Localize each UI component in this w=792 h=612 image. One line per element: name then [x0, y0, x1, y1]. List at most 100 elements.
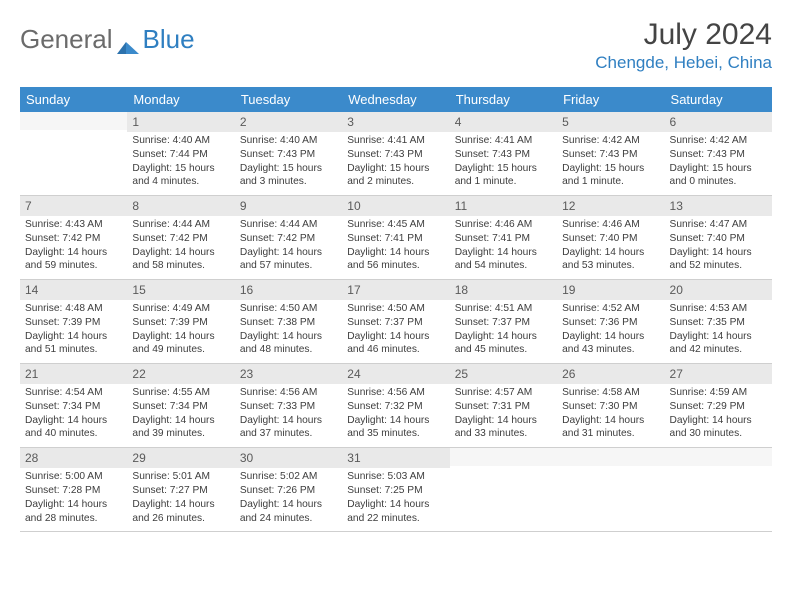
day-body: Sunrise: 5:03 AMSunset: 7:25 PMDaylight:… — [342, 468, 449, 531]
day-body: Sunrise: 4:50 AMSunset: 7:37 PMDaylight:… — [342, 300, 449, 363]
sunset-text: Sunset: 7:28 PM — [25, 484, 122, 498]
sunset-text: Sunset: 7:43 PM — [670, 148, 767, 162]
calendar-cell: 22Sunrise: 4:55 AMSunset: 7:34 PMDayligh… — [127, 364, 234, 448]
sunrise-text: Sunrise: 4:47 AM — [670, 218, 767, 232]
sunset-text: Sunset: 7:40 PM — [562, 232, 659, 246]
daylight-text: Daylight: 14 hours and 56 minutes. — [347, 246, 444, 274]
daylight-text: Daylight: 14 hours and 24 minutes. — [240, 498, 337, 526]
day-body: Sunrise: 4:42 AMSunset: 7:43 PMDaylight:… — [557, 132, 664, 195]
calendar-cell: 5Sunrise: 4:42 AMSunset: 7:43 PMDaylight… — [557, 112, 664, 196]
day-header-row: Sunday Monday Tuesday Wednesday Thursday… — [20, 87, 772, 112]
day-number: 15 — [127, 280, 234, 300]
day-body: Sunrise: 4:56 AMSunset: 7:32 PMDaylight:… — [342, 384, 449, 447]
calendar-cell: 13Sunrise: 4:47 AMSunset: 7:40 PMDayligh… — [665, 196, 772, 280]
calendar-cell: 18Sunrise: 4:51 AMSunset: 7:37 PMDayligh… — [450, 280, 557, 364]
day-body: Sunrise: 4:50 AMSunset: 7:38 PMDaylight:… — [235, 300, 342, 363]
calendar-cell: 3Sunrise: 4:41 AMSunset: 7:43 PMDaylight… — [342, 112, 449, 196]
calendar-cell: 1Sunrise: 4:40 AMSunset: 7:44 PMDaylight… — [127, 112, 234, 196]
daylight-text: Daylight: 14 hours and 39 minutes. — [132, 414, 229, 442]
calendar-cell: 27Sunrise: 4:59 AMSunset: 7:29 PMDayligh… — [665, 364, 772, 448]
day-body: Sunrise: 4:46 AMSunset: 7:40 PMDaylight:… — [557, 216, 664, 279]
day-header: Wednesday — [342, 87, 449, 112]
sunset-text: Sunset: 7:40 PM — [670, 232, 767, 246]
day-header: Thursday — [450, 87, 557, 112]
daylight-text: Daylight: 14 hours and 53 minutes. — [562, 246, 659, 274]
daylight-text: Daylight: 14 hours and 52 minutes. — [670, 246, 767, 274]
sunset-text: Sunset: 7:30 PM — [562, 400, 659, 414]
day-body: Sunrise: 4:57 AMSunset: 7:31 PMDaylight:… — [450, 384, 557, 447]
day-body: Sunrise: 4:48 AMSunset: 7:39 PMDaylight:… — [20, 300, 127, 363]
calendar-cell: 26Sunrise: 4:58 AMSunset: 7:30 PMDayligh… — [557, 364, 664, 448]
day-number: 12 — [557, 196, 664, 216]
daylight-text: Daylight: 14 hours and 28 minutes. — [25, 498, 122, 526]
calendar-cell: 29Sunrise: 5:01 AMSunset: 7:27 PMDayligh… — [127, 448, 234, 532]
day-header: Friday — [557, 87, 664, 112]
calendar-cell: 30Sunrise: 5:02 AMSunset: 7:26 PMDayligh… — [235, 448, 342, 532]
day-number: 25 — [450, 364, 557, 384]
sunrise-text: Sunrise: 4:55 AM — [132, 386, 229, 400]
daylight-text: Daylight: 14 hours and 43 minutes. — [562, 330, 659, 358]
sunset-text: Sunset: 7:41 PM — [347, 232, 444, 246]
day-number: 13 — [665, 196, 772, 216]
daylight-text: Daylight: 14 hours and 31 minutes. — [562, 414, 659, 442]
day-body: Sunrise: 4:54 AMSunset: 7:34 PMDaylight:… — [20, 384, 127, 447]
calendar-cell: 8Sunrise: 4:44 AMSunset: 7:42 PMDaylight… — [127, 196, 234, 280]
daylight-text: Daylight: 15 hours and 0 minutes. — [670, 162, 767, 190]
sunrise-text: Sunrise: 4:46 AM — [455, 218, 552, 232]
day-body: Sunrise: 4:47 AMSunset: 7:40 PMDaylight:… — [665, 216, 772, 279]
calendar-cell: 2Sunrise: 4:40 AMSunset: 7:43 PMDaylight… — [235, 112, 342, 196]
calendar-cell: 4Sunrise: 4:41 AMSunset: 7:43 PMDaylight… — [450, 112, 557, 196]
calendar-cell — [665, 448, 772, 532]
sunset-text: Sunset: 7:43 PM — [347, 148, 444, 162]
sunrise-text: Sunrise: 4:57 AM — [455, 386, 552, 400]
sunset-text: Sunset: 7:43 PM — [240, 148, 337, 162]
title-block: July 2024 Chengde, Hebei, China — [595, 18, 772, 73]
logo: General Blue — [20, 18, 195, 55]
calendar-cell: 28Sunrise: 5:00 AMSunset: 7:28 PMDayligh… — [20, 448, 127, 532]
day-number: 1 — [127, 112, 234, 132]
day-body: Sunrise: 5:01 AMSunset: 7:27 PMDaylight:… — [127, 468, 234, 531]
day-body: Sunrise: 4:44 AMSunset: 7:42 PMDaylight:… — [235, 216, 342, 279]
calendar-cell: 31Sunrise: 5:03 AMSunset: 7:25 PMDayligh… — [342, 448, 449, 532]
sunset-text: Sunset: 7:26 PM — [240, 484, 337, 498]
day-body: Sunrise: 4:56 AMSunset: 7:33 PMDaylight:… — [235, 384, 342, 447]
calendar-cell: 19Sunrise: 4:52 AMSunset: 7:36 PMDayligh… — [557, 280, 664, 364]
sunrise-text: Sunrise: 4:53 AM — [670, 302, 767, 316]
day-number-empty — [450, 448, 557, 466]
sunrise-text: Sunrise: 4:50 AM — [347, 302, 444, 316]
day-number: 7 — [20, 196, 127, 216]
location: Chengde, Hebei, China — [595, 53, 772, 73]
daylight-text: Daylight: 14 hours and 22 minutes. — [347, 498, 444, 526]
sunset-text: Sunset: 7:42 PM — [25, 232, 122, 246]
daylight-text: Daylight: 14 hours and 51 minutes. — [25, 330, 122, 358]
sunset-text: Sunset: 7:39 PM — [132, 316, 229, 330]
sunrise-text: Sunrise: 4:41 AM — [455, 134, 552, 148]
calendar-cell: 24Sunrise: 4:56 AMSunset: 7:32 PMDayligh… — [342, 364, 449, 448]
day-header: Monday — [127, 87, 234, 112]
logo-word1: General — [20, 24, 113, 55]
day-number: 19 — [557, 280, 664, 300]
calendar-cell: 7Sunrise: 4:43 AMSunset: 7:42 PMDaylight… — [20, 196, 127, 280]
day-body: Sunrise: 4:58 AMSunset: 7:30 PMDaylight:… — [557, 384, 664, 447]
sunset-text: Sunset: 7:31 PM — [455, 400, 552, 414]
day-number: 6 — [665, 112, 772, 132]
day-number: 17 — [342, 280, 449, 300]
day-number-empty — [665, 448, 772, 466]
logo-mark-icon — [117, 31, 141, 49]
calendar-cell: 10Sunrise: 4:45 AMSunset: 7:41 PMDayligh… — [342, 196, 449, 280]
day-body: Sunrise: 4:46 AMSunset: 7:41 PMDaylight:… — [450, 216, 557, 279]
daylight-text: Daylight: 14 hours and 54 minutes. — [455, 246, 552, 274]
sunrise-text: Sunrise: 4:41 AM — [347, 134, 444, 148]
sunrise-text: Sunrise: 4:58 AM — [562, 386, 659, 400]
header: General Blue July 2024 Chengde, Hebei, C… — [20, 18, 772, 73]
day-number: 26 — [557, 364, 664, 384]
calendar-cell — [557, 448, 664, 532]
day-number: 30 — [235, 448, 342, 468]
day-body: Sunrise: 4:55 AMSunset: 7:34 PMDaylight:… — [127, 384, 234, 447]
calendar-row: 28Sunrise: 5:00 AMSunset: 7:28 PMDayligh… — [20, 448, 772, 532]
sunrise-text: Sunrise: 4:42 AM — [670, 134, 767, 148]
day-body: Sunrise: 4:59 AMSunset: 7:29 PMDaylight:… — [665, 384, 772, 447]
sunrise-text: Sunrise: 4:46 AM — [562, 218, 659, 232]
sunrise-text: Sunrise: 4:49 AM — [132, 302, 229, 316]
day-body: Sunrise: 4:40 AMSunset: 7:43 PMDaylight:… — [235, 132, 342, 195]
